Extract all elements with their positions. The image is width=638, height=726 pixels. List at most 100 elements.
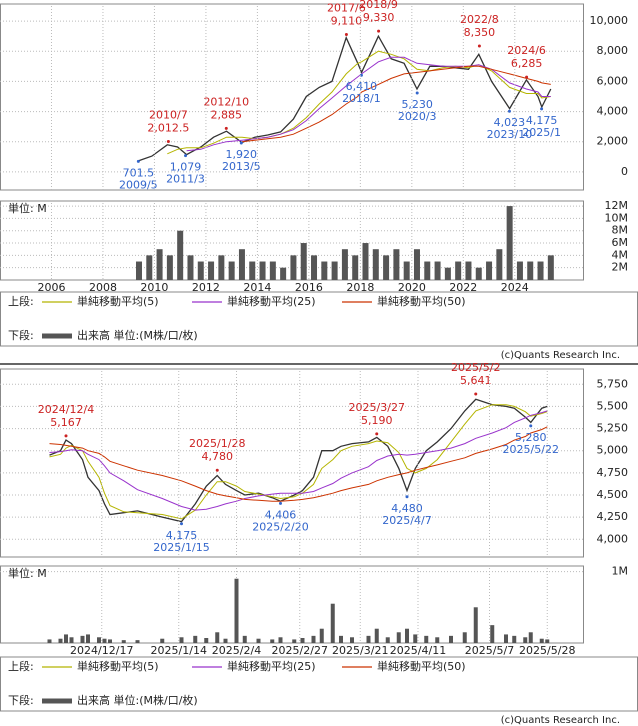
legend-heading: 上段: (8, 294, 34, 308)
y-tick-label: 8,000 (597, 44, 629, 57)
annotation-value: 4,175 (166, 529, 198, 542)
annotation-date: 2025/4/7 (382, 514, 431, 527)
volume-bar (528, 632, 533, 643)
annotation-date: 2024/12/4 (38, 403, 94, 416)
y-tick-label: 6M (612, 236, 629, 249)
moving-average-line (186, 56, 551, 152)
volume-bar (506, 206, 513, 280)
annotation-value: 9,110 (331, 15, 363, 28)
volume-bar (208, 261, 215, 280)
annotation-date: 2023/10 (487, 128, 533, 141)
annotation-point (405, 495, 409, 499)
volume-bar (177, 230, 184, 280)
volume-bar (449, 635, 453, 643)
volume-bar (352, 255, 359, 280)
volume-unit: 単位: M (8, 566, 47, 580)
volume-bar (341, 249, 348, 280)
volume-bar (166, 255, 173, 280)
volume-bar (504, 634, 508, 643)
annotation-date: 2025/1/28 (189, 437, 245, 450)
volume-bar (372, 249, 379, 280)
volume-bar (527, 261, 534, 280)
annotation-point (344, 33, 348, 37)
volume-bar (278, 637, 283, 643)
annotation-value: 9,330 (363, 11, 395, 24)
y-tick-label: 2,000 (597, 135, 629, 148)
volume-bar (545, 639, 550, 643)
volume-bar (537, 261, 544, 280)
volume-bar (393, 249, 400, 280)
annotation-point (525, 75, 529, 79)
moving-average-line (49, 404, 548, 520)
annotation-date: 2025/5/2 (451, 361, 500, 374)
annotation-value: 1,079 (170, 161, 202, 174)
x-tick-label: 2025/2/4 (212, 644, 261, 657)
volume-bar (547, 255, 554, 280)
volume-bar (156, 249, 163, 280)
legend-heading: 下段: (8, 693, 34, 707)
volume-bar (475, 267, 482, 280)
volume-bar (193, 635, 198, 643)
legend-label: 出来高 単位:(M株/口/枚) (77, 328, 198, 342)
annotation-value: 5,280 (515, 431, 547, 444)
moving-average-line (167, 50, 551, 155)
volume-bar (204, 638, 209, 643)
price-line (49, 398, 548, 523)
annotation-point (279, 501, 282, 505)
annotation-point (64, 434, 68, 438)
y-tick-label: 5,500 (597, 399, 629, 412)
annotation-value: 5,230 (401, 98, 433, 111)
volume-bar (385, 637, 390, 643)
annotation-date: 2017/6 (327, 2, 366, 15)
annotation-date: 2018/9 (359, 0, 398, 11)
annotation-point (540, 107, 544, 111)
volume-bar (319, 628, 324, 643)
volume-bar (300, 638, 305, 643)
annotation-value: 4,780 (202, 450, 234, 463)
volume-bar (444, 267, 451, 280)
x-tick-label: 2025/5/28 (519, 644, 575, 657)
volume-bar (290, 255, 297, 280)
legend-label: 単純移動平均(25) (227, 659, 316, 673)
y-tick-label: 5,750 (597, 377, 629, 390)
x-tick-label: 2025/4/11 (390, 644, 446, 657)
annotation-point (180, 522, 183, 526)
moving-average-line (49, 410, 548, 511)
annotation-point (184, 154, 188, 158)
volume-bar (473, 607, 478, 643)
annotation-date: 2013/5 (222, 160, 261, 173)
annotation-point (166, 140, 170, 144)
legend-heading: 上段: (8, 659, 34, 673)
y-tick-label: 4,000 (597, 105, 629, 118)
annotation-point (224, 126, 228, 130)
x-tick-label: 2025/5/7 (465, 644, 514, 657)
panel-frame (0, 368, 584, 558)
moving-average-line (49, 426, 548, 502)
annotation-value: 4,175 (526, 114, 558, 127)
annotation-value: 6,285 (511, 57, 543, 70)
volume-bar (256, 638, 261, 643)
volume-bar (366, 635, 371, 643)
y-tick-label: 4,750 (597, 466, 629, 479)
volume-bar (292, 639, 297, 643)
volume-bar (121, 640, 126, 643)
annotation-value: 2,885 (211, 108, 243, 121)
volume-bar (413, 634, 418, 643)
volume-bar (490, 625, 495, 643)
volume-bar (108, 639, 112, 643)
annotation-date: 2022/8 (460, 13, 499, 26)
annotation-date: 2020/3 (398, 110, 437, 123)
annotation-date: 2010/7 (149, 109, 188, 122)
y-tick-label: 10M (605, 211, 629, 224)
volume-unit: 単位: M (8, 201, 47, 215)
volume-bar (86, 634, 90, 643)
annotation-point (474, 392, 478, 396)
annotation-value: 5,641 (460, 374, 492, 387)
volume-bar (311, 635, 316, 643)
volume-bar (228, 261, 235, 280)
x-tick-label: 2025/2/27 (272, 644, 328, 657)
panel-frame (0, 3, 584, 191)
volume-bar (539, 638, 544, 643)
volume-bar (435, 637, 440, 643)
